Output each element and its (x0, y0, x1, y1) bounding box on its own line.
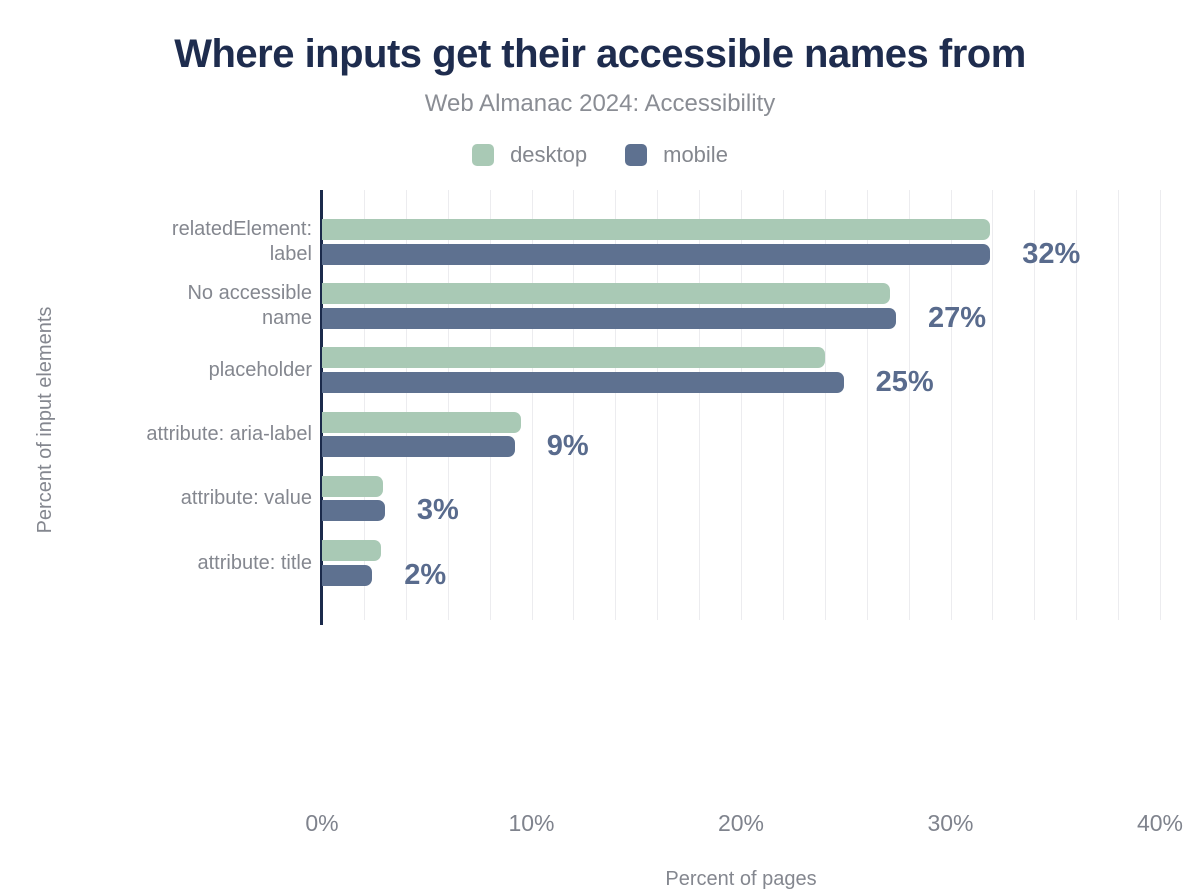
mobile-bar (322, 243, 991, 265)
gridline (950, 190, 952, 620)
y-axis-line (320, 190, 323, 625)
gridline (741, 190, 742, 620)
x-tick-label: 30% (927, 810, 974, 836)
gridline (615, 190, 617, 620)
mobile-bar (322, 564, 373, 586)
gridline (866, 190, 868, 620)
plot-area: Percent of pages Percent of input elemen… (0, 190, 1200, 890)
gridline (782, 190, 784, 620)
category-label: relatedElement: label (171, 218, 312, 265)
legend-label-mobile: mobile (663, 142, 728, 167)
mobile-swatch-icon (625, 144, 648, 166)
legend-item-mobile[interactable]: mobile (625, 142, 728, 168)
data-label: 3% (416, 494, 459, 527)
category-label: placeholder (208, 358, 312, 381)
mobile-bar (322, 500, 385, 522)
desktop-bar (322, 475, 383, 497)
mobile-bar (322, 307, 897, 329)
legend-item-desktop[interactable]: desktop (472, 142, 587, 168)
gridline (573, 190, 575, 620)
legend-label-desktop: desktop (510, 142, 588, 167)
gridline (699, 190, 701, 620)
data-label: 32% (1022, 237, 1081, 270)
mobile-bar (322, 371, 844, 393)
chart-title: Where inputs get their accessible names … (174, 32, 1026, 76)
legend: desktop mobile (0, 142, 1200, 168)
gridline (657, 190, 659, 620)
category-label: attribute: aria-label (146, 423, 312, 446)
data-label: 9% (546, 430, 589, 463)
desktop-bar (322, 347, 825, 369)
category-label: attribute: value (180, 487, 312, 510)
x-tick-label: 0% (305, 810, 339, 836)
gridline (405, 190, 407, 620)
desktop-bar (322, 283, 890, 305)
gridline (1076, 190, 1078, 620)
chart-page: Where inputs get their accessible names … (0, 32, 1200, 890)
gridline (908, 190, 910, 620)
x-tick-label: 40% (1136, 810, 1184, 836)
gridline (824, 190, 826, 620)
gridline (531, 190, 533, 620)
gridline (992, 190, 994, 620)
gridline (1160, 190, 1161, 620)
category-label: No accessible name (187, 282, 312, 330)
category-label: attribute: title (197, 551, 312, 574)
gridline (1034, 190, 1036, 620)
data-label: 27% (928, 301, 987, 334)
mobile-bar (322, 436, 515, 458)
gridline (489, 190, 491, 620)
chart-subtitle: Web Almanac 2024: Accessibility (424, 90, 776, 117)
x-tick-label: 20% (717, 810, 765, 836)
desktop-bar (322, 411, 522, 433)
desktop-bar (322, 219, 991, 240)
data-label: 2% (404, 558, 447, 591)
x-tick-label: 10% (508, 810, 555, 836)
desktop-bar (322, 540, 381, 561)
gridline (447, 190, 449, 620)
x-axis-title: Percent of pages (665, 868, 817, 890)
gridline (363, 190, 365, 620)
desktop-swatch-icon (472, 144, 495, 166)
data-label: 25% (875, 365, 934, 398)
gridline (1118, 190, 1120, 620)
